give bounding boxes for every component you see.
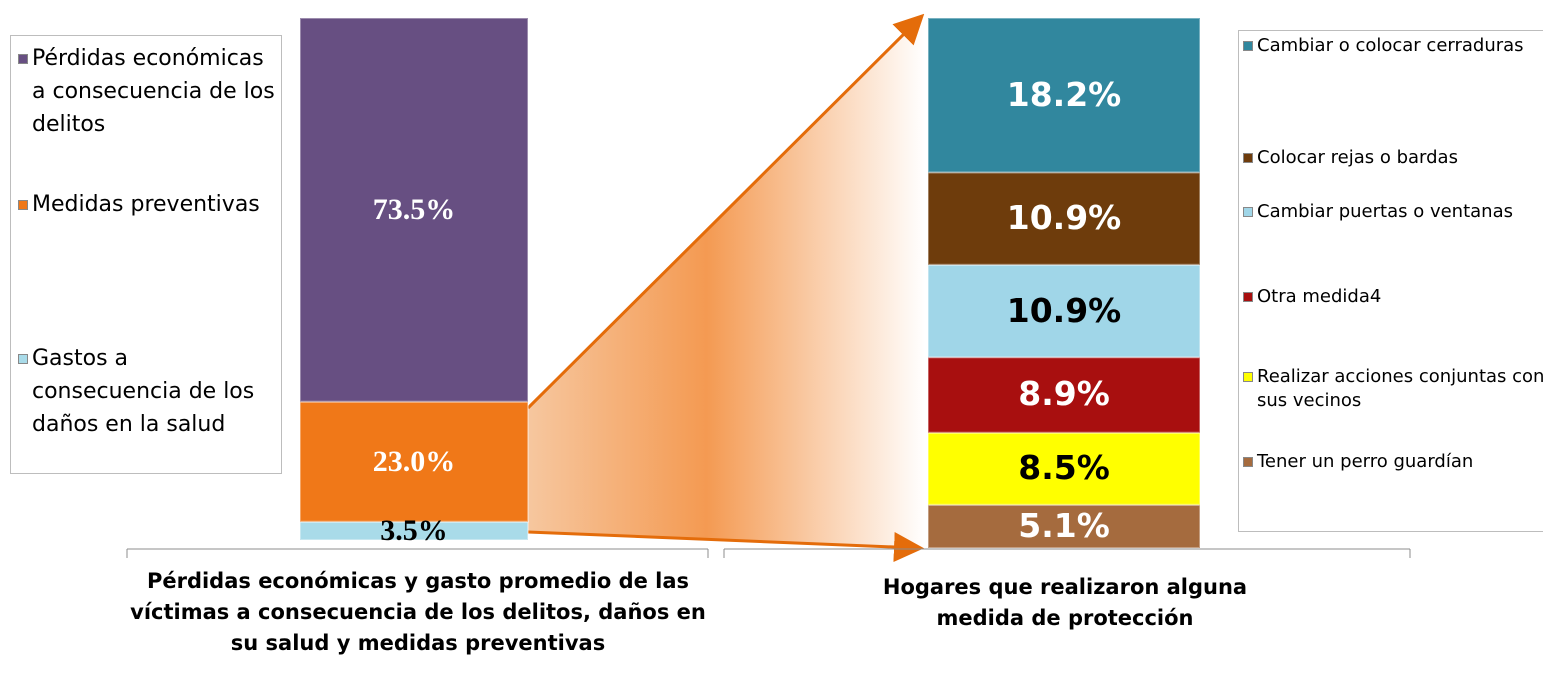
legend-marker <box>18 353 28 364</box>
legend <box>1238 30 1543 532</box>
legend-label: Medidas preventivas <box>32 192 260 217</box>
legend-marker <box>1243 41 1253 51</box>
legend-marker <box>1243 457 1253 467</box>
zoom-band <box>528 14 925 548</box>
bar-segment <box>927 17 1201 174</box>
bar-segment <box>927 356 1201 434</box>
x-tick-label: Pérdidas económicas y gasto promedio de … <box>130 569 706 655</box>
zoom-arrow <box>527 530 924 563</box>
value-label: 8.5% <box>1018 448 1110 488</box>
legend-label: Tener un perro guardían <box>1257 451 1474 472</box>
bars <box>299 17 1201 550</box>
bar-segment <box>299 17 529 403</box>
bar-segment <box>927 263 1201 359</box>
value-label: 5.1% <box>1018 505 1110 545</box>
legend-label: Pérdidas económicas a consecuencia de lo… <box>32 46 275 137</box>
legend-label: Otra medida4 <box>1257 286 1382 307</box>
legend-marker <box>1243 292 1253 302</box>
value-label: 8.9% <box>1018 374 1110 414</box>
legend-label: Cambiar puertas o ventanas <box>1257 201 1513 222</box>
legend <box>10 35 282 474</box>
value-label: 10.9% <box>1006 290 1122 330</box>
bar-segment <box>927 503 1201 550</box>
value-label: 18.2% <box>1006 74 1122 114</box>
value-label: 23.0% <box>372 445 456 479</box>
x-tick-label: Hogares que realizaron alguna medida de … <box>882 575 1248 630</box>
value-label: 10.9% <box>1006 198 1122 238</box>
legend-marker <box>1243 153 1253 163</box>
value-label: 73.5% <box>372 193 456 227</box>
value-label: 3.5% <box>380 514 448 548</box>
bar-segment <box>927 431 1201 506</box>
bar-segment <box>927 171 1201 266</box>
legend-marker <box>18 199 28 210</box>
legend-label: Realizar acciones conjuntas con sus veci… <box>1257 366 1543 411</box>
legend-marker <box>1243 207 1253 217</box>
legend-label: Cambiar o colocar cerraduras <box>1257 35 1524 56</box>
legend-label: Gastos a consecuencia de los daños en la… <box>32 346 255 437</box>
legend-label: Colocar rejas o bardas <box>1257 147 1458 168</box>
legend-marker <box>1243 372 1253 382</box>
zoom-arrow <box>526 13 925 410</box>
legend-marker <box>18 53 28 64</box>
